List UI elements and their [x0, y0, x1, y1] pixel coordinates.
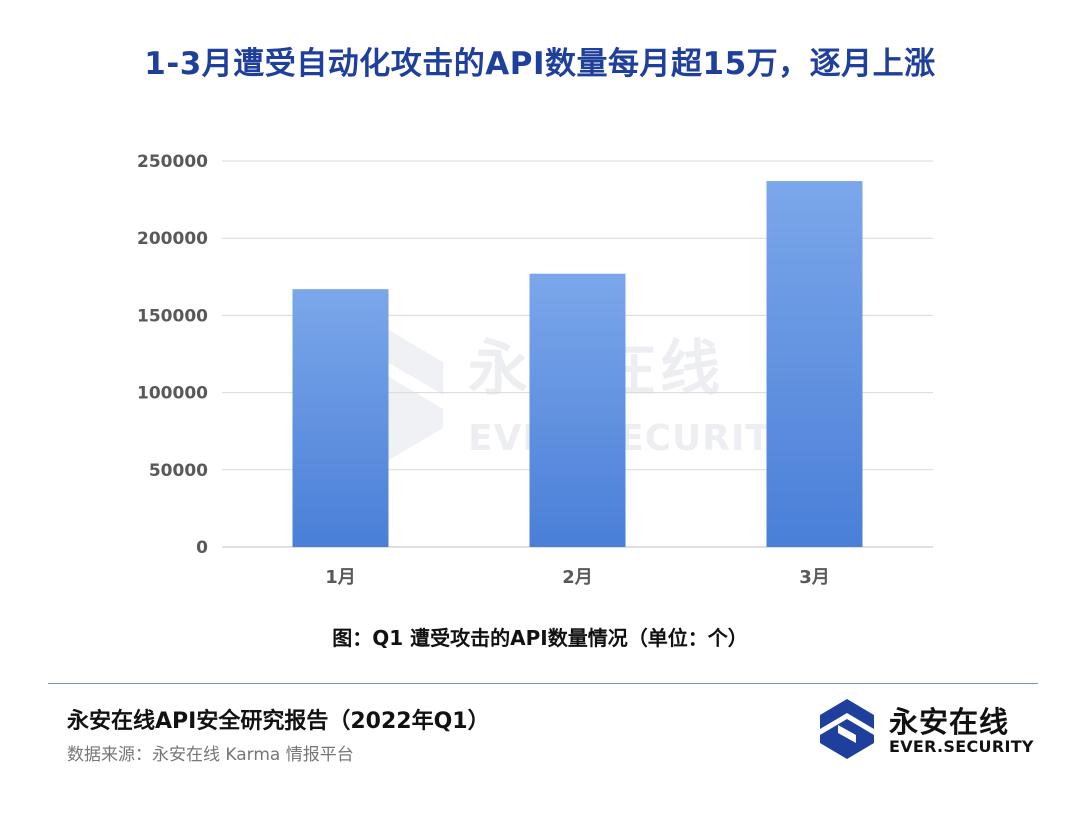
report-title: 永安在线API安全研究报告（2022年Q1） [67, 709, 490, 734]
footer-divider [48, 683, 1038, 684]
data-source: 数据来源：永安在线 Karma 情报平台 [67, 745, 354, 765]
bar-2 [529, 273, 626, 547]
logo-mark-icon [820, 699, 874, 759]
x-tick-label: 3月 [799, 567, 830, 588]
logo-text-cn: 永安在线 [889, 705, 1010, 739]
bar-1 [292, 289, 389, 547]
bars [292, 181, 863, 547]
brand-logo: 永安在线 EVER.SECURITY [818, 697, 1038, 767]
y-tick-label: 50000 [149, 461, 208, 481]
y-tick-label: 150000 [137, 306, 208, 326]
y-tick-label: 0 [196, 538, 208, 558]
y-tick-label: 200000 [137, 229, 208, 249]
bar-3 [766, 181, 863, 547]
x-tick-label: 2月 [562, 567, 593, 588]
x-tick-label: 1月 [325, 567, 356, 588]
y-tick-label: 100000 [137, 384, 208, 404]
logo-text-en: EVER.SECURITY [889, 737, 1034, 756]
chart-caption: 图：Q1 遭受攻击的API数量情况（单位：个） [332, 626, 748, 650]
y-tick-label: 250000 [137, 152, 208, 172]
bar-chart: 0 50000 100000 150000 200000 250000 1月 2月 3月 [137, 152, 933, 588]
y-axis-ticks: 0 50000 100000 150000 200000 250000 [137, 152, 208, 558]
x-axis-ticks: 1月 2月 3月 [325, 567, 830, 588]
page-title: 1-3月遭受自动化攻击的API数量每月超15万，逐月上涨 [144, 46, 936, 82]
